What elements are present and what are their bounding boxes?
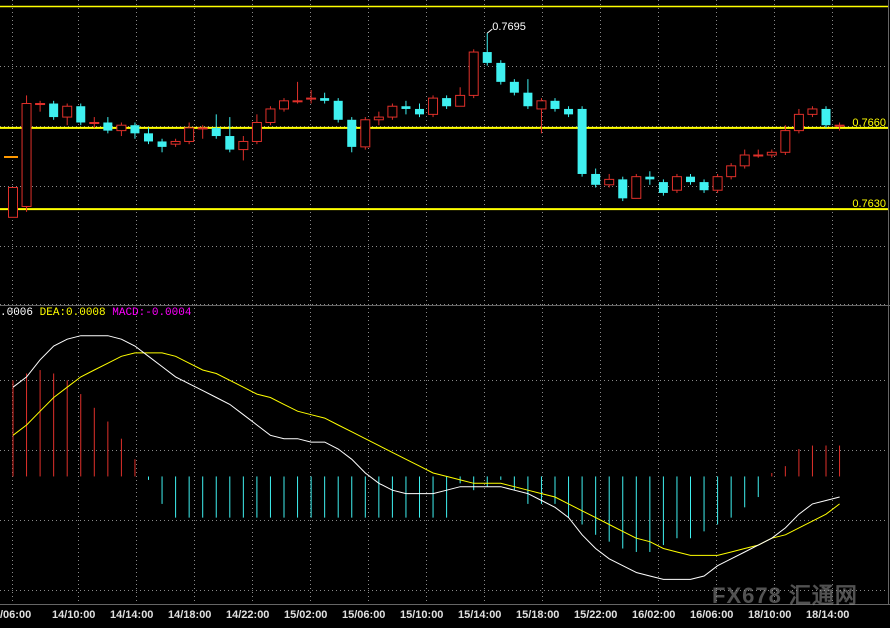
candle-body-up (766, 151, 777, 156)
candle-body-up (455, 94, 466, 107)
candle-body-up (292, 100, 303, 103)
candle-body-up (373, 116, 384, 121)
candle-body-up (184, 127, 195, 142)
candle-body-down (591, 173, 601, 185)
candle-body-up (604, 178, 615, 186)
macd-dea-line (12, 352, 840, 556)
candle-body-up (238, 140, 249, 151)
x-tick-label: 15/06:00 (342, 609, 385, 621)
candle-body-up (631, 176, 642, 199)
x-tick-label: 15/14:00 (458, 609, 501, 621)
grid-lines (0, 0, 890, 605)
candle-body-down (821, 108, 831, 126)
x-tick-label: 15/10:00 (400, 609, 443, 621)
x-tick-label: 15/02:00 (284, 609, 327, 621)
candle-body-down (496, 62, 506, 82)
candle-body-down (157, 141, 167, 147)
candle-body-up (251, 121, 262, 142)
candle-body-up (21, 103, 32, 207)
candle-body-up (834, 124, 845, 127)
candle-body-up (279, 100, 289, 110)
macd-legend-dif: .0006 (0, 307, 34, 319)
macd-legend-macd: MACD:-0.0004 (112, 307, 192, 319)
candle-body-down (523, 92, 533, 107)
candle-body-down (103, 122, 113, 131)
candle-body-up (793, 113, 804, 132)
x-tick-label: 16/06:00 (690, 609, 733, 621)
candle-body-down (550, 100, 560, 109)
x-tick-label: 18/10:00 (748, 609, 791, 621)
candle-body-down (333, 100, 343, 120)
candle-body-up (306, 97, 317, 100)
x-tick-label: 14/18:00 (168, 609, 211, 621)
candle-body-down (49, 103, 59, 118)
candle-body-down (699, 182, 709, 191)
candle-body-up (468, 51, 479, 96)
high-annotation-pointer (486, 28, 493, 34)
candle-body-down (658, 182, 668, 193)
candle-body-up (35, 103, 46, 106)
x-tick-label: 15/18:00 (516, 609, 559, 621)
candle-body-up (116, 124, 127, 132)
candle-body-up (712, 176, 723, 191)
candle-body-up (89, 121, 100, 124)
candle-body-up (62, 105, 73, 118)
candle-body-down (618, 179, 628, 199)
candle-body-down (225, 136, 235, 150)
x-axis: /06:00 14/10:00 14/14:00 14/18:00 14/22:00 15… (0, 609, 849, 621)
candle-body-up (170, 140, 181, 145)
x-tick-label: /06:00 (0, 609, 31, 621)
candle-body-up (780, 130, 791, 153)
candlestick-series (8, 33, 845, 218)
x-tick-label: 14/22:00 (226, 609, 269, 621)
candle-body-down (509, 81, 519, 93)
candle-body-down (347, 119, 357, 147)
candle-body-down (144, 133, 153, 142)
x-tick-label: 16/02:00 (632, 609, 675, 621)
candle-body-up (753, 154, 764, 157)
candle-body-up (726, 165, 737, 178)
macd-histogram (12, 370, 841, 552)
macd-legend: .0006 DEA:0.0008 MACD:-0.0004 (0, 307, 191, 319)
candle-body-down (130, 125, 140, 134)
candle-body-down (76, 106, 86, 123)
macd-lines (12, 335, 840, 580)
macd-dif-line (12, 335, 840, 580)
price-level-lines: 0.7660 0.7630 (0, 5, 888, 211)
candle-body-down (482, 52, 492, 63)
price-level-label: 0.7630 (852, 198, 886, 210)
high-annotation-label: 0.7695 (492, 21, 526, 33)
candle-body-down (415, 108, 424, 115)
candle-body-down (577, 108, 587, 174)
annotations: 0.7695 (4, 21, 526, 158)
candle-body-down (686, 176, 695, 183)
candle-body-up (671, 176, 682, 191)
candle-body-down (564, 108, 574, 115)
x-tick-label: 14/10:00 (52, 609, 95, 621)
candle-body-up (428, 97, 439, 115)
macd-legend-dea: DEA:0.0008 (39, 307, 106, 319)
candle-body-down (645, 176, 655, 180)
candle-body-up (360, 119, 371, 148)
x-tick-label: 14/14:00 (110, 609, 153, 621)
candle-body-up (739, 154, 750, 167)
candle-body-up (265, 108, 276, 123)
candle-body-down (211, 127, 221, 137)
candle-body-up (536, 100, 547, 110)
candle-body-down (401, 106, 411, 109)
candle-body-up (197, 127, 208, 130)
x-tick-label: 18/14:00 (806, 609, 849, 621)
watermark-logo: FX678 汇通网 (712, 583, 858, 608)
candle-body-down (442, 98, 452, 107)
candle-body-up (807, 108, 818, 115)
x-tick-label: 15/22:00 (574, 609, 617, 621)
candle-body-up (387, 105, 398, 118)
candle-body-down (320, 98, 330, 101)
price-level-label: 0.7660 (852, 117, 886, 129)
candle-body-up (8, 187, 18, 218)
